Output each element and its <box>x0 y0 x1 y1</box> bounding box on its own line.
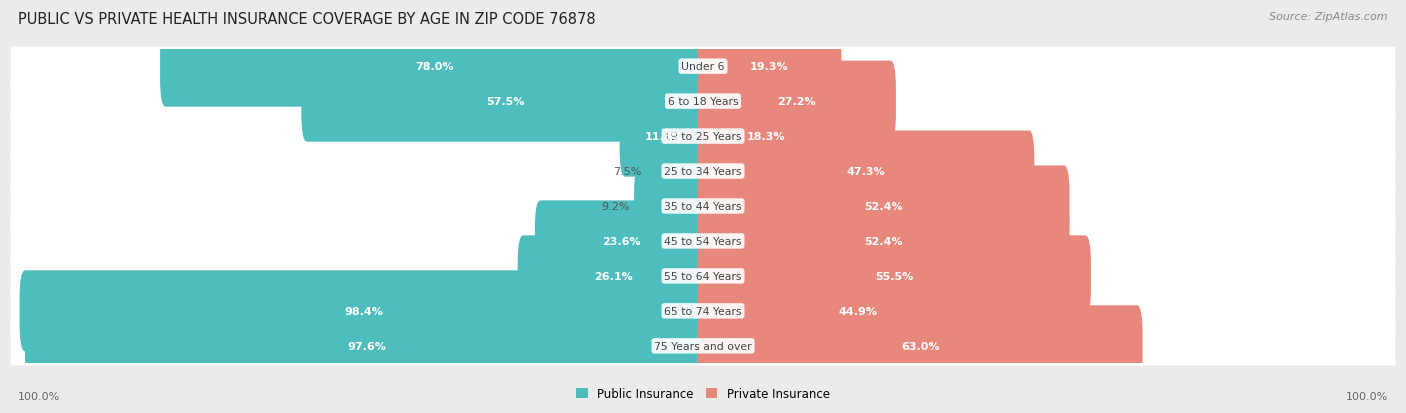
FancyBboxPatch shape <box>160 26 709 107</box>
FancyBboxPatch shape <box>301 62 709 142</box>
Text: 52.4%: 52.4% <box>865 236 903 247</box>
Text: 65 to 74 Years: 65 to 74 Years <box>664 306 742 316</box>
Text: 57.5%: 57.5% <box>485 97 524 107</box>
FancyBboxPatch shape <box>697 62 896 142</box>
FancyBboxPatch shape <box>697 236 1091 317</box>
FancyBboxPatch shape <box>620 96 709 177</box>
FancyBboxPatch shape <box>11 117 1395 157</box>
FancyBboxPatch shape <box>634 166 709 247</box>
Text: 7.5%: 7.5% <box>613 166 641 177</box>
FancyBboxPatch shape <box>20 271 709 351</box>
FancyBboxPatch shape <box>11 187 1395 226</box>
FancyBboxPatch shape <box>697 306 1143 387</box>
Text: 78.0%: 78.0% <box>415 62 454 72</box>
Text: 19.3%: 19.3% <box>751 62 789 72</box>
FancyBboxPatch shape <box>11 82 1395 121</box>
Text: 55 to 64 Years: 55 to 64 Years <box>664 271 742 281</box>
FancyBboxPatch shape <box>11 326 1395 366</box>
FancyBboxPatch shape <box>25 306 709 387</box>
Text: 75 Years and over: 75 Years and over <box>654 341 752 351</box>
Text: 26.1%: 26.1% <box>593 271 633 281</box>
Text: 11.3%: 11.3% <box>645 132 683 142</box>
Text: 27.2%: 27.2% <box>778 97 815 107</box>
Text: 98.4%: 98.4% <box>344 306 384 316</box>
FancyBboxPatch shape <box>11 292 1395 331</box>
Text: 35 to 44 Years: 35 to 44 Years <box>664 202 742 211</box>
Text: 55.5%: 55.5% <box>875 271 914 281</box>
FancyBboxPatch shape <box>534 201 709 282</box>
FancyBboxPatch shape <box>697 96 835 177</box>
Text: 63.0%: 63.0% <box>901 341 939 351</box>
Text: PUBLIC VS PRIVATE HEALTH INSURANCE COVERAGE BY AGE IN ZIP CODE 76878: PUBLIC VS PRIVATE HEALTH INSURANCE COVER… <box>18 12 596 27</box>
FancyBboxPatch shape <box>645 131 709 212</box>
Text: Under 6: Under 6 <box>682 62 724 72</box>
FancyBboxPatch shape <box>697 271 1018 351</box>
Text: 100.0%: 100.0% <box>1346 391 1388 401</box>
Text: 44.9%: 44.9% <box>838 306 877 316</box>
Text: 18.3%: 18.3% <box>747 132 786 142</box>
Text: 47.3%: 47.3% <box>846 166 886 177</box>
FancyBboxPatch shape <box>11 47 1395 87</box>
Text: 25 to 34 Years: 25 to 34 Years <box>664 166 742 177</box>
FancyBboxPatch shape <box>11 152 1395 191</box>
Text: 6 to 18 Years: 6 to 18 Years <box>668 97 738 107</box>
FancyBboxPatch shape <box>11 222 1395 261</box>
Legend: Public Insurance, Private Insurance: Public Insurance, Private Insurance <box>571 382 835 405</box>
Text: 97.6%: 97.6% <box>347 341 387 351</box>
Text: Source: ZipAtlas.com: Source: ZipAtlas.com <box>1270 12 1388 22</box>
FancyBboxPatch shape <box>11 256 1395 296</box>
FancyBboxPatch shape <box>697 201 1070 282</box>
Text: 9.2%: 9.2% <box>600 202 630 211</box>
FancyBboxPatch shape <box>697 166 1070 247</box>
FancyBboxPatch shape <box>697 131 1035 212</box>
Text: 23.6%: 23.6% <box>602 236 641 247</box>
Text: 100.0%: 100.0% <box>18 391 60 401</box>
Text: 45 to 54 Years: 45 to 54 Years <box>664 236 742 247</box>
Text: 19 to 25 Years: 19 to 25 Years <box>664 132 742 142</box>
FancyBboxPatch shape <box>697 26 841 107</box>
Text: 52.4%: 52.4% <box>865 202 903 211</box>
FancyBboxPatch shape <box>517 236 709 317</box>
